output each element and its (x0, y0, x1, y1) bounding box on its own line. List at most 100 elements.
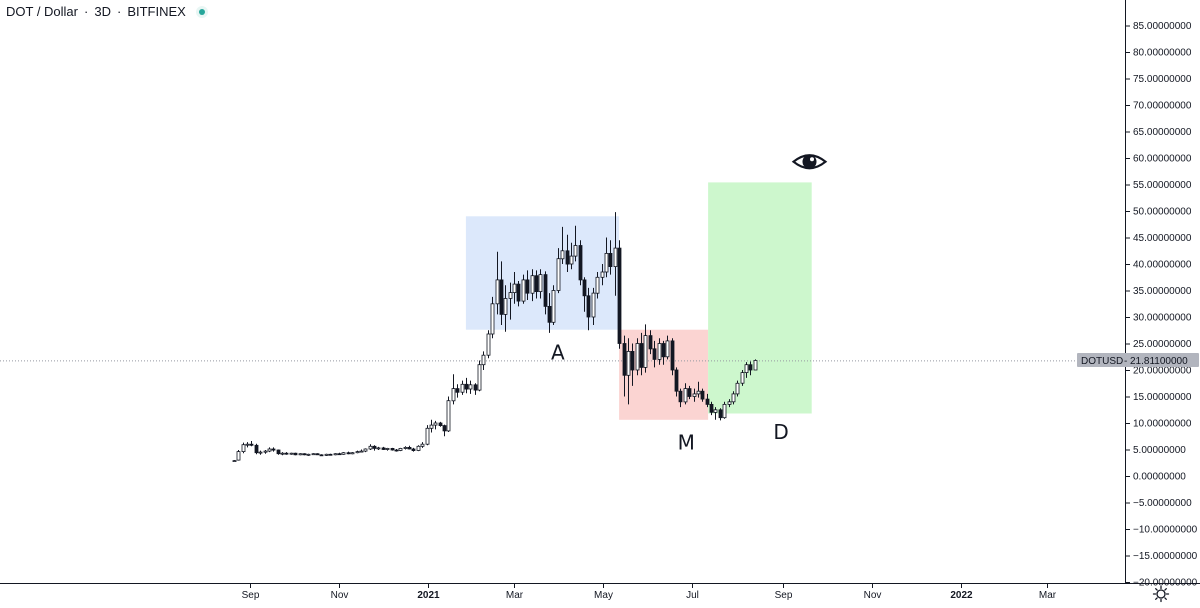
exchange-label: BITFINEX (127, 4, 186, 19)
symbol-name: DOT / Dollar (6, 4, 78, 19)
x-tick-label: Sep (775, 590, 793, 601)
candle (346, 451, 351, 455)
candle (407, 445, 412, 450)
candle-body-up (495, 279, 500, 305)
candle-body-up (368, 445, 373, 450)
y-tick-label: 5.00000000 (1133, 445, 1186, 456)
candle-body-up (727, 401, 732, 405)
y-tick-label: 65.00000000 (1133, 127, 1192, 138)
eye-highlight (810, 157, 814, 162)
candle-body-down (578, 245, 583, 281)
eye-icon (791, 154, 828, 170)
time-axis[interactable]: Sep Nov 2021 Mar May Jul Sep Nov 2022 Mar (242, 583, 1057, 601)
candle-body-up (306, 453, 311, 456)
y-tick-label: 45.00000000 (1133, 233, 1192, 244)
candle-body-down (674, 369, 679, 392)
zone-boxes (465, 182, 812, 420)
candle-body-down (254, 444, 259, 454)
candle (464, 377, 469, 394)
candle (289, 452, 294, 455)
candle (324, 453, 329, 456)
candle (460, 380, 465, 395)
candle-body-up (722, 403, 727, 419)
candle-body-up (403, 446, 408, 449)
candle (525, 270, 530, 300)
candle-body-up (363, 448, 368, 452)
candle (368, 444, 373, 450)
candle-body-down (543, 274, 548, 307)
candle-body-down (678, 390, 683, 403)
candle-body-down (394, 449, 399, 452)
y-tick-label: 70.00000000 (1133, 101, 1192, 112)
candle (477, 360, 482, 392)
candle-body-down (639, 343, 644, 368)
candle (376, 446, 381, 450)
candle-body-down (302, 453, 307, 456)
candle (258, 450, 263, 455)
candle-body-up (280, 452, 285, 455)
candle (661, 340, 666, 365)
candle (547, 293, 552, 333)
price-axis[interactable]: 85.00000000 80.00000000 75.00000000 70.0000… (1125, 21, 1198, 589)
candle (363, 448, 368, 453)
y-tick-label: 60.00000000 (1133, 154, 1192, 165)
candle (385, 447, 390, 451)
candle (263, 450, 268, 454)
candle (411, 447, 416, 452)
candle-body-up (236, 451, 241, 461)
y-tick-label: −20.00000000 (1133, 578, 1198, 589)
candle-body-up (355, 451, 360, 454)
candle-body-up (530, 275, 535, 294)
candle (692, 388, 697, 402)
candle (696, 381, 701, 398)
candle-body-up (245, 443, 250, 446)
candle (626, 338, 631, 405)
symbol-legend[interactable]: DOT / Dollar · 3D · BITFINEX (6, 4, 208, 19)
candle-body-up (490, 303, 495, 335)
candle-body-down (608, 252, 613, 267)
candle-body-up (740, 372, 745, 384)
candle (293, 452, 298, 456)
candle (705, 393, 710, 408)
candle-body-up (460, 383, 465, 393)
candle-body-up (298, 453, 303, 456)
candle (302, 453, 307, 456)
candle-body-up (643, 335, 648, 368)
candle (595, 272, 600, 299)
candle (600, 264, 605, 286)
candle-body-up (512, 283, 517, 294)
candle-body-down (630, 350, 635, 371)
candle (425, 425, 430, 446)
candle-body-down (648, 335, 653, 350)
candle-body-down (525, 279, 530, 294)
y-tick-label: 50.00000000 (1133, 207, 1192, 218)
candle-body-up (433, 422, 438, 426)
candle-body-up (538, 274, 543, 293)
y-tick-label: −10.00000000 (1133, 525, 1198, 536)
candle (722, 401, 727, 419)
candle (534, 270, 539, 299)
y-tick-label: 80.00000000 (1133, 48, 1192, 59)
candle-body-up (289, 452, 294, 455)
y-tick-label: 85.00000000 (1133, 21, 1192, 32)
candle-body-down (455, 388, 460, 393)
candle (355, 450, 360, 454)
candle-body-up (635, 343, 640, 371)
candle (630, 343, 635, 386)
candle (311, 453, 316, 456)
candle-body-up (385, 447, 390, 450)
live-status-dot-icon[interactable] (195, 5, 208, 18)
interval-label: 3D (94, 4, 111, 19)
y-tick-label: 75.00000000 (1133, 74, 1192, 85)
candle-body-down (346, 452, 351, 455)
candle (433, 420, 438, 430)
gear-icon[interactable] (1152, 585, 1170, 603)
candle (341, 452, 346, 455)
candle (635, 338, 640, 376)
candle (420, 442, 425, 448)
y-tick-label: 35.00000000 (1133, 286, 1192, 297)
candle-body-up (425, 427, 430, 445)
x-tick-label: Jul (686, 590, 699, 601)
candle (455, 384, 460, 398)
